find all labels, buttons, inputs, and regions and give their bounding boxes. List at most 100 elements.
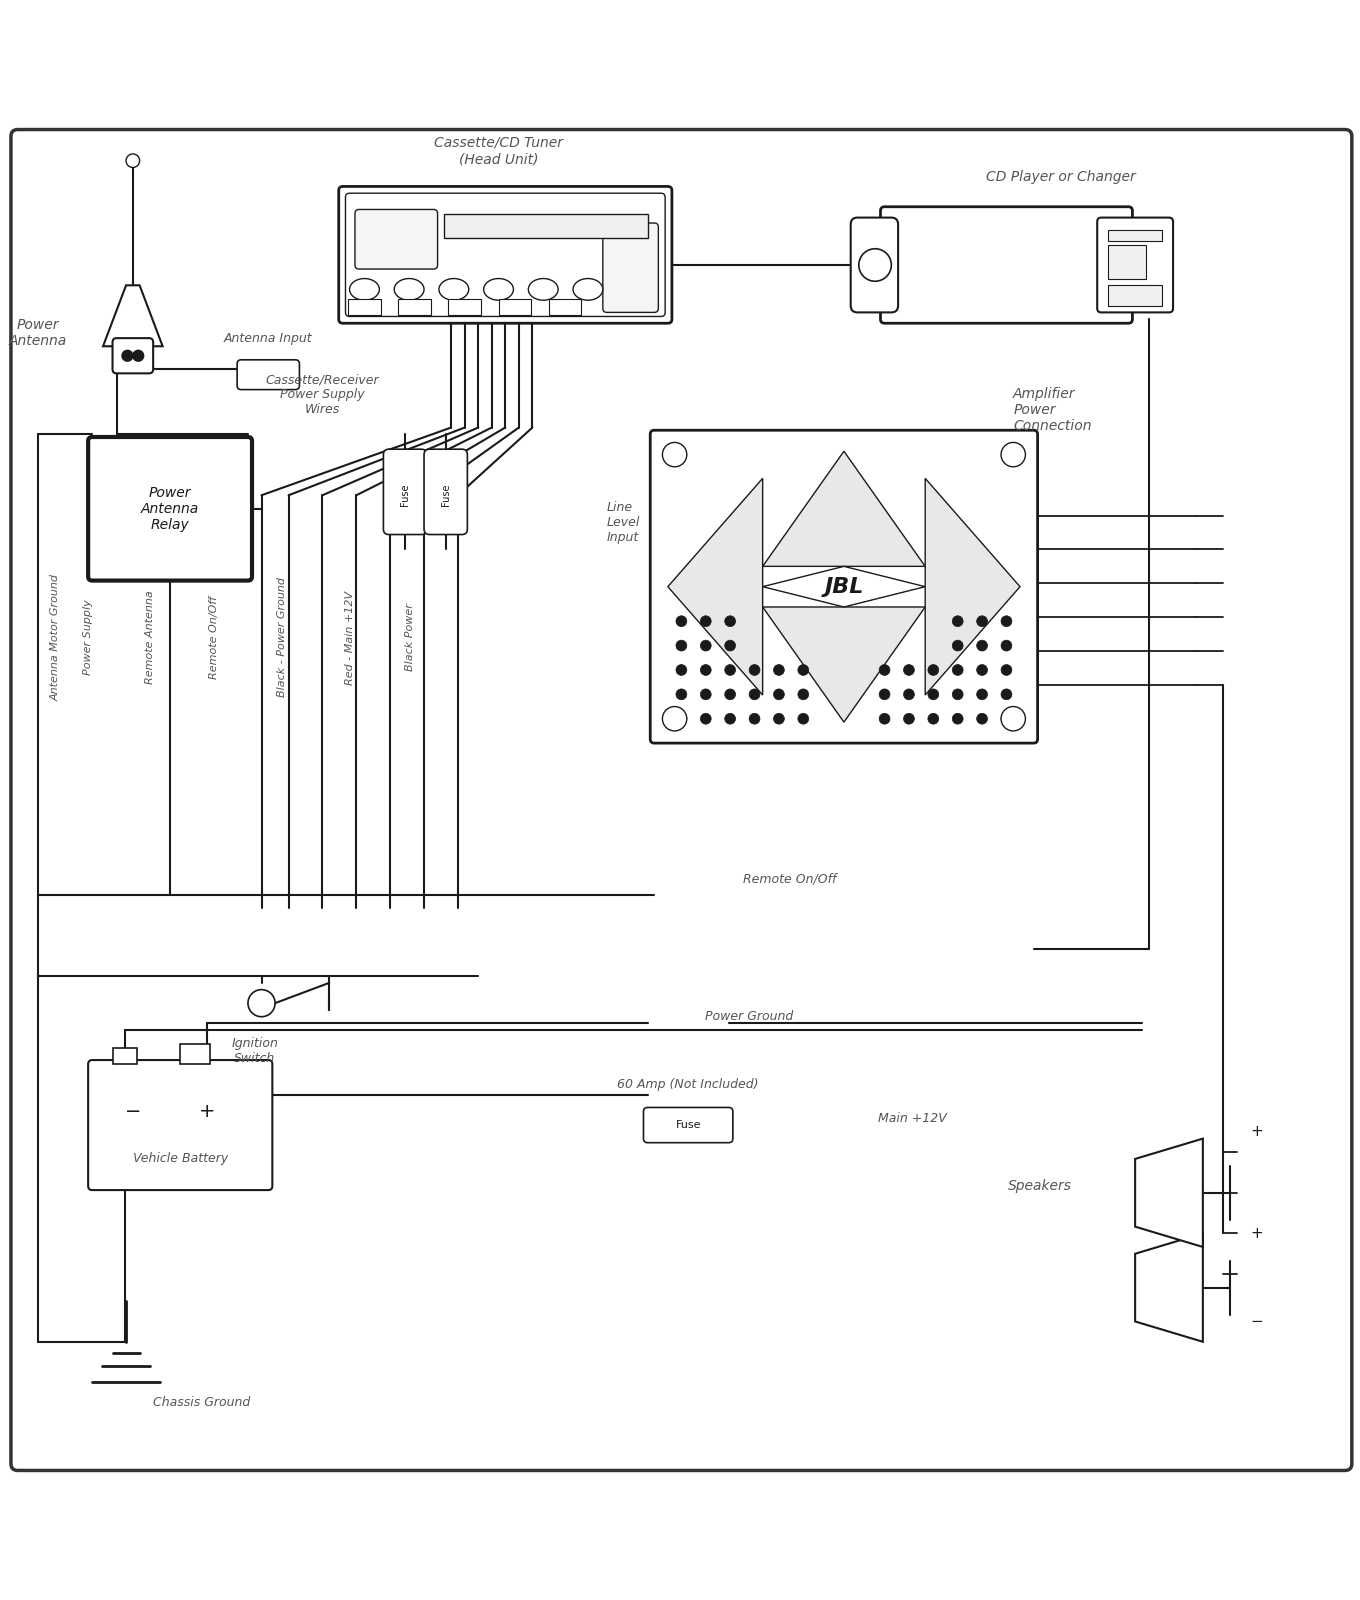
Bar bbox=[113, 1048, 137, 1064]
Circle shape bbox=[700, 640, 711, 651]
Polygon shape bbox=[925, 478, 1020, 694]
FancyBboxPatch shape bbox=[88, 437, 252, 581]
FancyBboxPatch shape bbox=[339, 187, 672, 323]
Bar bbox=[499, 299, 530, 315]
Circle shape bbox=[976, 690, 987, 699]
Text: −: − bbox=[125, 1102, 141, 1122]
Text: Cassette/CD Tuner
(Head Unit): Cassette/CD Tuner (Head Unit) bbox=[434, 136, 563, 166]
Text: Black - Power Ground: Black - Power Ground bbox=[277, 578, 287, 698]
Text: Fuse: Fuse bbox=[676, 1120, 700, 1130]
Circle shape bbox=[676, 690, 687, 699]
Circle shape bbox=[725, 616, 736, 627]
Polygon shape bbox=[763, 451, 925, 566]
Circle shape bbox=[903, 690, 914, 699]
Text: JBL: JBL bbox=[824, 576, 864, 597]
Circle shape bbox=[725, 664, 736, 675]
Text: 60 Amp (Not Included): 60 Amp (Not Included) bbox=[617, 1078, 759, 1091]
Text: Fuse: Fuse bbox=[441, 483, 450, 507]
Circle shape bbox=[700, 616, 711, 627]
Text: Line
Level
Input: Line Level Input bbox=[607, 501, 641, 544]
Text: Amplifier
Power
Connection: Amplifier Power Connection bbox=[1013, 387, 1092, 434]
Bar bbox=[1108, 230, 1163, 240]
Text: Power
Antenna
Relay: Power Antenna Relay bbox=[141, 485, 199, 531]
Ellipse shape bbox=[350, 278, 379, 301]
Polygon shape bbox=[763, 606, 925, 722]
FancyBboxPatch shape bbox=[650, 430, 1038, 742]
Bar bbox=[449, 299, 481, 315]
Ellipse shape bbox=[439, 278, 469, 301]
FancyBboxPatch shape bbox=[345, 194, 665, 317]
Circle shape bbox=[725, 640, 736, 651]
Circle shape bbox=[798, 664, 809, 675]
Circle shape bbox=[976, 714, 987, 725]
Text: Cassette/Receiver
Power Supply
Wires: Cassette/Receiver Power Supply Wires bbox=[265, 373, 379, 416]
Circle shape bbox=[1001, 664, 1012, 675]
Bar bbox=[1108, 245, 1146, 278]
Text: CD Player or Changer: CD Player or Changer bbox=[986, 170, 1136, 184]
Circle shape bbox=[976, 616, 987, 627]
Circle shape bbox=[928, 714, 938, 725]
Circle shape bbox=[858, 248, 891, 282]
Circle shape bbox=[1001, 640, 1012, 651]
Text: +: + bbox=[1251, 1125, 1263, 1139]
Text: Ignition
Switch: Ignition Switch bbox=[231, 1037, 279, 1066]
FancyBboxPatch shape bbox=[237, 360, 299, 390]
Bar bbox=[181, 1043, 209, 1064]
Circle shape bbox=[248, 990, 275, 1016]
Circle shape bbox=[952, 616, 963, 627]
Text: +: + bbox=[199, 1102, 216, 1122]
FancyBboxPatch shape bbox=[113, 338, 154, 373]
FancyBboxPatch shape bbox=[602, 222, 658, 312]
Circle shape bbox=[1001, 707, 1025, 731]
FancyBboxPatch shape bbox=[88, 1061, 272, 1190]
Polygon shape bbox=[668, 478, 763, 694]
Text: Power
Antenna: Power Antenna bbox=[10, 318, 67, 347]
Circle shape bbox=[122, 350, 133, 362]
FancyBboxPatch shape bbox=[851, 218, 898, 312]
Circle shape bbox=[952, 640, 963, 651]
Circle shape bbox=[879, 664, 889, 675]
Circle shape bbox=[749, 664, 760, 675]
Bar bbox=[1108, 285, 1163, 306]
Circle shape bbox=[1001, 690, 1012, 699]
Circle shape bbox=[903, 664, 914, 675]
Circle shape bbox=[774, 664, 785, 675]
Text: Remote Antenna: Remote Antenna bbox=[146, 590, 155, 685]
Circle shape bbox=[133, 350, 144, 362]
Circle shape bbox=[1001, 714, 1012, 725]
Polygon shape bbox=[103, 285, 163, 346]
Circle shape bbox=[1001, 443, 1025, 467]
Circle shape bbox=[928, 690, 938, 699]
Circle shape bbox=[662, 443, 687, 467]
Circle shape bbox=[928, 664, 938, 675]
Text: Red - Main +12V: Red - Main +12V bbox=[344, 590, 355, 685]
Bar bbox=[548, 299, 581, 315]
Circle shape bbox=[676, 664, 687, 675]
Ellipse shape bbox=[573, 278, 602, 301]
Circle shape bbox=[798, 690, 809, 699]
Text: Power Ground: Power Ground bbox=[704, 1011, 793, 1024]
Text: Fuse: Fuse bbox=[400, 483, 411, 507]
Circle shape bbox=[952, 664, 963, 675]
Circle shape bbox=[126, 154, 140, 168]
Bar bbox=[348, 299, 381, 315]
Bar bbox=[445, 213, 647, 238]
Ellipse shape bbox=[484, 278, 514, 301]
Ellipse shape bbox=[394, 278, 424, 301]
Polygon shape bbox=[763, 566, 925, 606]
Circle shape bbox=[879, 690, 889, 699]
Circle shape bbox=[976, 640, 987, 651]
Circle shape bbox=[700, 664, 711, 675]
FancyBboxPatch shape bbox=[643, 1107, 733, 1142]
Text: Remote On/Off: Remote On/Off bbox=[743, 872, 836, 885]
Circle shape bbox=[676, 640, 687, 651]
Bar bbox=[661, 442, 1027, 733]
Circle shape bbox=[725, 714, 736, 725]
Text: Main +12V: Main +12V bbox=[877, 1112, 947, 1125]
Circle shape bbox=[662, 707, 687, 731]
Circle shape bbox=[952, 714, 963, 725]
Text: −: − bbox=[1251, 1314, 1263, 1330]
Text: +: + bbox=[1251, 1226, 1263, 1242]
FancyBboxPatch shape bbox=[1098, 218, 1174, 312]
Circle shape bbox=[774, 714, 785, 725]
